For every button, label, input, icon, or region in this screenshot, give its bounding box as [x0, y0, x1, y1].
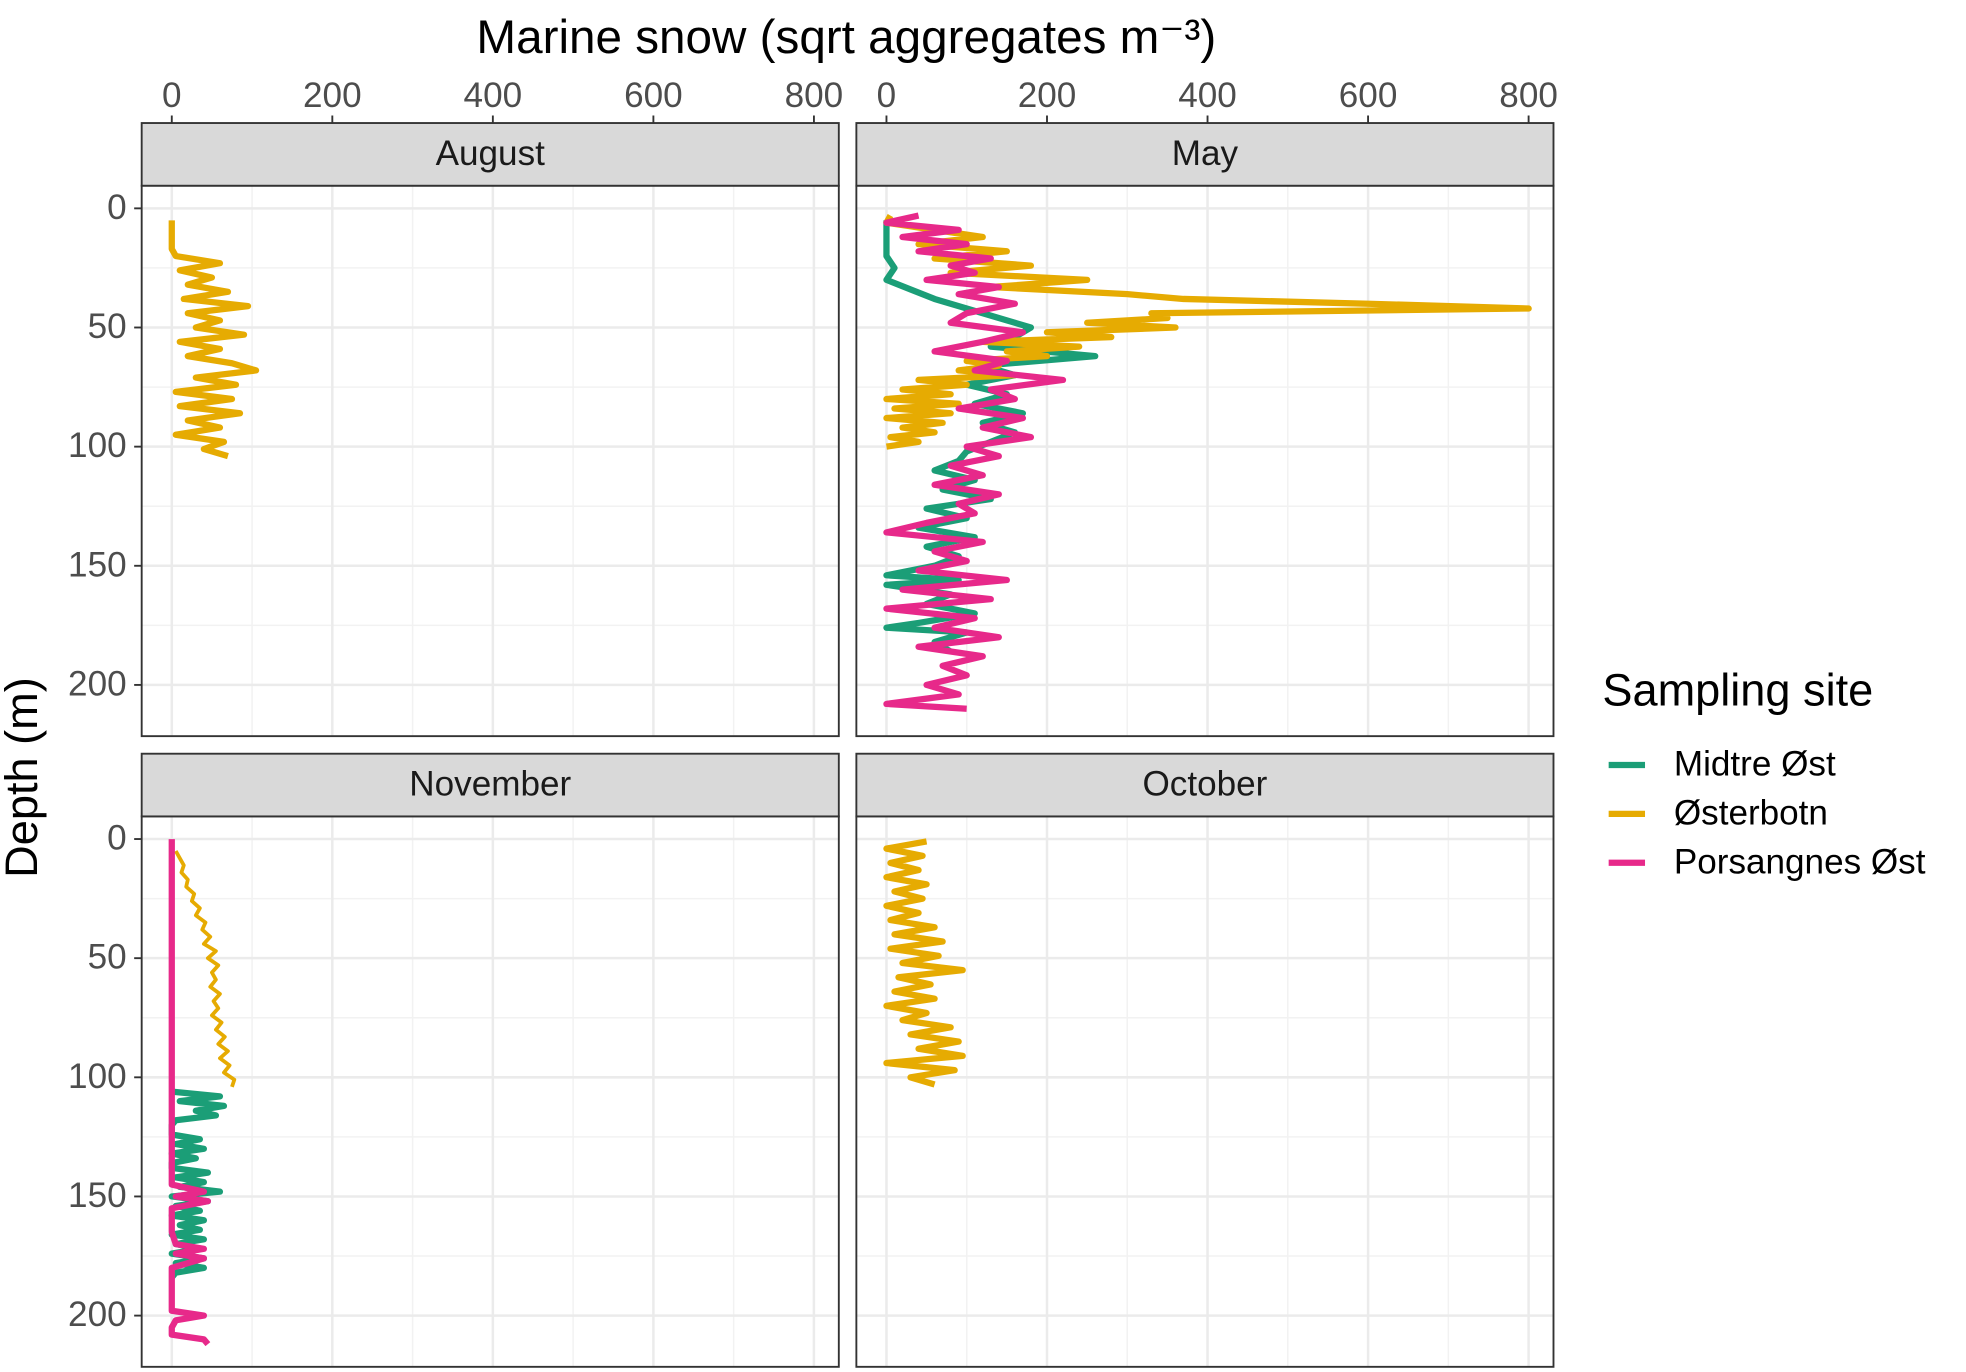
y-tick-label: 150: [68, 1176, 127, 1215]
data-line: [168, 839, 212, 1347]
data-line: [168, 220, 260, 460]
legend-title: Sampling site: [1602, 664, 1873, 715]
x-tick-label: 400: [464, 76, 523, 115]
data-line: [883, 214, 1532, 450]
panel-background: [141, 185, 839, 737]
strip-label: November: [409, 765, 571, 804]
y-tick-label: 100: [68, 1057, 127, 1096]
y-tick-label: 0: [107, 188, 127, 227]
strip: [855, 752, 1555, 818]
x-tick-label: 0: [877, 76, 897, 115]
y-axis-title: Depth (m): [0, 677, 47, 878]
x-tick-label: 0: [162, 76, 182, 115]
legend-label: Porsangnes Øst: [1674, 842, 1926, 881]
x-tick-label: 400: [1178, 76, 1237, 115]
x-tick-label: 600: [624, 76, 683, 115]
panel-background: [856, 816, 1554, 1367]
strip-label: May: [1172, 134, 1239, 173]
strip-label: October: [1143, 765, 1268, 804]
data-line: [883, 838, 966, 1088]
strip-label: August: [436, 134, 546, 173]
x-tick-label: 200: [303, 76, 362, 115]
x-tick-label: 800: [785, 76, 844, 115]
strip: [140, 122, 840, 187]
y-tick-label: 150: [68, 545, 127, 584]
legend-label: Midtre Øst: [1674, 745, 1836, 784]
y-tick-label: 50: [88, 938, 127, 977]
x-axis-title: Marine snow (sqrt aggregates m⁻³): [476, 11, 1216, 64]
y-tick-label: 200: [68, 1295, 127, 1334]
y-tick-label: 0: [107, 819, 127, 858]
data-line: [883, 212, 1067, 712]
x-tick-label: 200: [1018, 76, 1077, 115]
data-line: [174, 850, 237, 1088]
x-tick-label: 800: [1499, 76, 1558, 115]
x-tick-label: 600: [1339, 76, 1398, 115]
y-tick-label: 50: [88, 307, 127, 346]
panel-background: [141, 816, 839, 1367]
legend-label: Østerbotn: [1674, 793, 1828, 832]
strip: [140, 752, 840, 818]
y-tick-label: 100: [68, 426, 127, 465]
y-tick-label: 200: [68, 664, 127, 703]
strip: [855, 122, 1555, 187]
